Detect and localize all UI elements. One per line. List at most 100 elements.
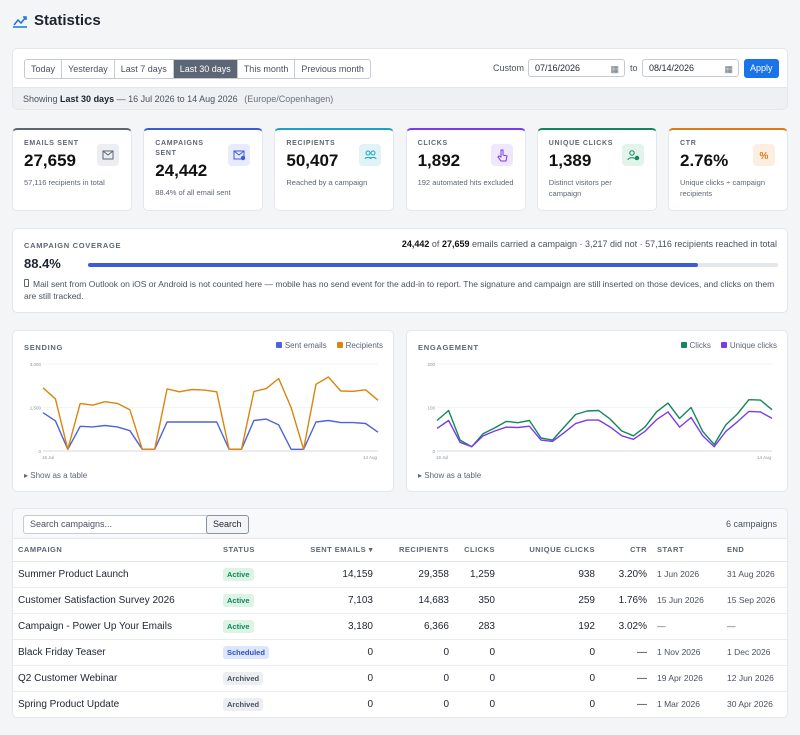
page-header: Statistics: [12, 12, 101, 29]
clicks-cell: 0: [454, 691, 500, 717]
column-ctr[interactable]: CTR: [600, 539, 652, 562]
kpi-subtext: 57,116 recipients in total: [24, 178, 105, 187]
legend-unique-clicks-label: Unique clicks: [729, 341, 777, 350]
series-line-recipients: [42, 376, 379, 451]
campaign-name[interactable]: Summer Product Launch: [13, 561, 218, 588]
kpi-label: Clicks: [417, 140, 448, 147]
coverage-label: CAMPAIGN COVERAGE: [24, 241, 122, 250]
clicks-cell: 1,259: [454, 561, 500, 588]
end-date-input[interactable]: 08/14/2026 ▦: [642, 59, 739, 77]
page-title: Statistics: [34, 12, 101, 29]
column-start[interactable]: Start: [652, 539, 722, 562]
campaign-name[interactable]: Q2 Customer Webinar: [13, 665, 218, 692]
end-date-cell: —: [722, 613, 787, 640]
table-header-row: Campaign Status Sent emails ▾ Recipients…: [13, 539, 787, 562]
recipients-cell: 6,366: [378, 613, 454, 640]
y-tick-label: 0: [38, 449, 41, 454]
showing-range: Showing Last 30 days — 16 Jul 2026 to 14…: [12, 88, 788, 110]
kpi-card-ctr: CTR 2.76% Unique clicks ÷ campaign recipie…: [668, 128, 788, 211]
range-button-this-month[interactable]: This month: [237, 60, 296, 78]
table-row[interactable]: Q2 Customer Webinar Archived 0 0 0 0—19 Apr 2…: [13, 665, 787, 692]
campaign-name[interactable]: Customer Satisfaction Survey 2026: [13, 587, 218, 614]
table-row[interactable]: Spring Product Update Archived 0 0 0 0—1 Mar …: [13, 691, 787, 717]
clicks-cell: 0: [454, 665, 500, 692]
table-row[interactable]: Black Friday Teaser Scheduled 0 0 0 0—1 Nov 2…: [13, 639, 787, 666]
status-badge: Active: [223, 567, 254, 581]
campaign-count: 6 campaigns: [725, 519, 777, 529]
start-date-cell: 19 Apr 2026: [652, 665, 722, 692]
coverage-progress-track: [88, 263, 778, 267]
legend-sent-emails: Sent emails: [275, 341, 327, 350]
sent-emails-cell: 14,159: [293, 561, 378, 588]
kpi-value: 27,659: [24, 151, 76, 170]
kpi-value: 50,407: [286, 151, 339, 170]
sent-emails-cell: 0: [293, 665, 378, 692]
column-clicks[interactable]: Clicks: [454, 539, 500, 562]
end-date-cell: 15 Sep 2026: [722, 587, 787, 614]
coverage-summary: 24,442 of 27,659 emails carried a campai…: [402, 239, 777, 249]
end-date-cell: 30 Apr 2026: [722, 691, 787, 717]
engagement-show-table-toggle[interactable]: ▸ Show as a table: [418, 471, 482, 480]
column-recipients[interactable]: Recipients: [378, 539, 454, 562]
kpi-card-campaigns-sent: Campaigns sent 24,442 88.4% of all email s…: [143, 128, 264, 211]
kpi-subtext: 192 automated hits excluded: [417, 178, 514, 187]
y-tick-label: 1,500: [30, 406, 42, 411]
x-tick-label: 16 Jul: [42, 455, 54, 460]
status-cell: Active: [218, 587, 293, 614]
coverage-percent: 88.4%: [24, 256, 61, 271]
kpi-subtext: Distinct visitors per campaign: [548, 178, 612, 198]
range-button-last-30-days[interactable]: Last 30 days: [173, 60, 238, 78]
sending-show-table-toggle[interactable]: ▸ Show as a table: [24, 471, 88, 480]
table-row[interactable]: Campaign - Power Up Your Emails Active 3,1…: [13, 613, 787, 640]
range-button-group: Today Yesterday Last 7 days Last 30 days Thi…: [24, 59, 371, 79]
recipients-cell: 29,358: [378, 561, 454, 588]
series-line-sent-emails: [42, 412, 379, 451]
sent-emails-cell: 0: [293, 639, 378, 666]
ctr-cell: 3.20%: [600, 561, 652, 588]
range-button-today[interactable]: Today: [25, 60, 63, 78]
y-tick-label: 3,000: [30, 362, 42, 367]
column-end[interactable]: End: [722, 539, 787, 562]
start-date-cell: 15 Jun 2026: [652, 587, 722, 614]
engagement-show-table-label: Show as a table: [424, 471, 482, 480]
column-sent-emails[interactable]: Sent emails ▾: [293, 539, 378, 562]
start-date-cell: 1 Jun 2026: [652, 561, 722, 588]
campaign-table-card: Search campaigns... Search 6 campaigns C…: [12, 508, 788, 718]
status-badge: Archived: [223, 671, 264, 685]
range-button-yesterday[interactable]: Yesterday: [62, 60, 115, 78]
start-date-input[interactable]: 07/16/2026 ▦: [528, 59, 625, 77]
coverage-progress-fill: [88, 263, 698, 267]
kpi-card-clicks: Clicks 1,892 192 automated hits excluded: [405, 128, 526, 211]
campaign-name[interactable]: Spring Product Update: [13, 691, 218, 717]
series-line-clicks: [436, 399, 773, 448]
campaign-name[interactable]: Campaign - Power Up Your Emails: [13, 613, 218, 640]
sent-emails-cell: 3,180: [293, 613, 378, 640]
x-tick-label: 16 Jul: [436, 455, 448, 460]
column-unique-clicks[interactable]: Unique clicks: [500, 539, 600, 562]
recipients-cell: 0: [378, 665, 454, 692]
table-toolbar: Search campaigns... Search 6 campaigns: [13, 509, 787, 539]
unique-clicks-cell: 0: [500, 639, 600, 666]
column-campaign[interactable]: Campaign: [13, 539, 218, 562]
apply-button[interactable]: Apply: [744, 59, 779, 78]
table-row[interactable]: Summer Product Launch Active 14,159 29,358 1…: [13, 561, 787, 588]
start-date-cell: 1 Mar 2026: [652, 691, 722, 717]
range-button-previous-month[interactable]: Previous month: [295, 60, 370, 78]
table-row[interactable]: Customer Satisfaction Survey 2026 Active 7…: [13, 587, 787, 614]
range-button-last-7-days[interactable]: Last 7 days: [114, 60, 174, 78]
column-status[interactable]: Status: [218, 539, 293, 562]
kpi-label: CTR: [680, 140, 697, 147]
kpi-label: Emails sent: [24, 140, 79, 147]
campaign-search-input[interactable]: Search campaigns...: [23, 515, 210, 534]
kpi-subtext: Reached by a campaign: [286, 178, 368, 187]
kpi-card-emails-sent: Emails sent 27,659 57,116 recipients in to…: [12, 128, 132, 211]
phone-icon: [24, 279, 29, 287]
kpi-label: Recipients: [286, 140, 336, 147]
kpi-label: Campaigns sent: [155, 140, 204, 157]
search-button[interactable]: Search: [206, 515, 249, 534]
kpi-card-recipients: Recipients 50,407 Reached by a campaign: [274, 128, 395, 211]
sending-chart-card: SENDING Sent emails Recipients 0 1,500 3,0…: [12, 330, 394, 492]
engagement-chart-card: ENGAGEMENT Clicks Unique clicks 0 100 200 1…: [406, 330, 788, 492]
campaign-name[interactable]: Black Friday Teaser: [13, 639, 218, 666]
to-label: to: [630, 63, 638, 73]
